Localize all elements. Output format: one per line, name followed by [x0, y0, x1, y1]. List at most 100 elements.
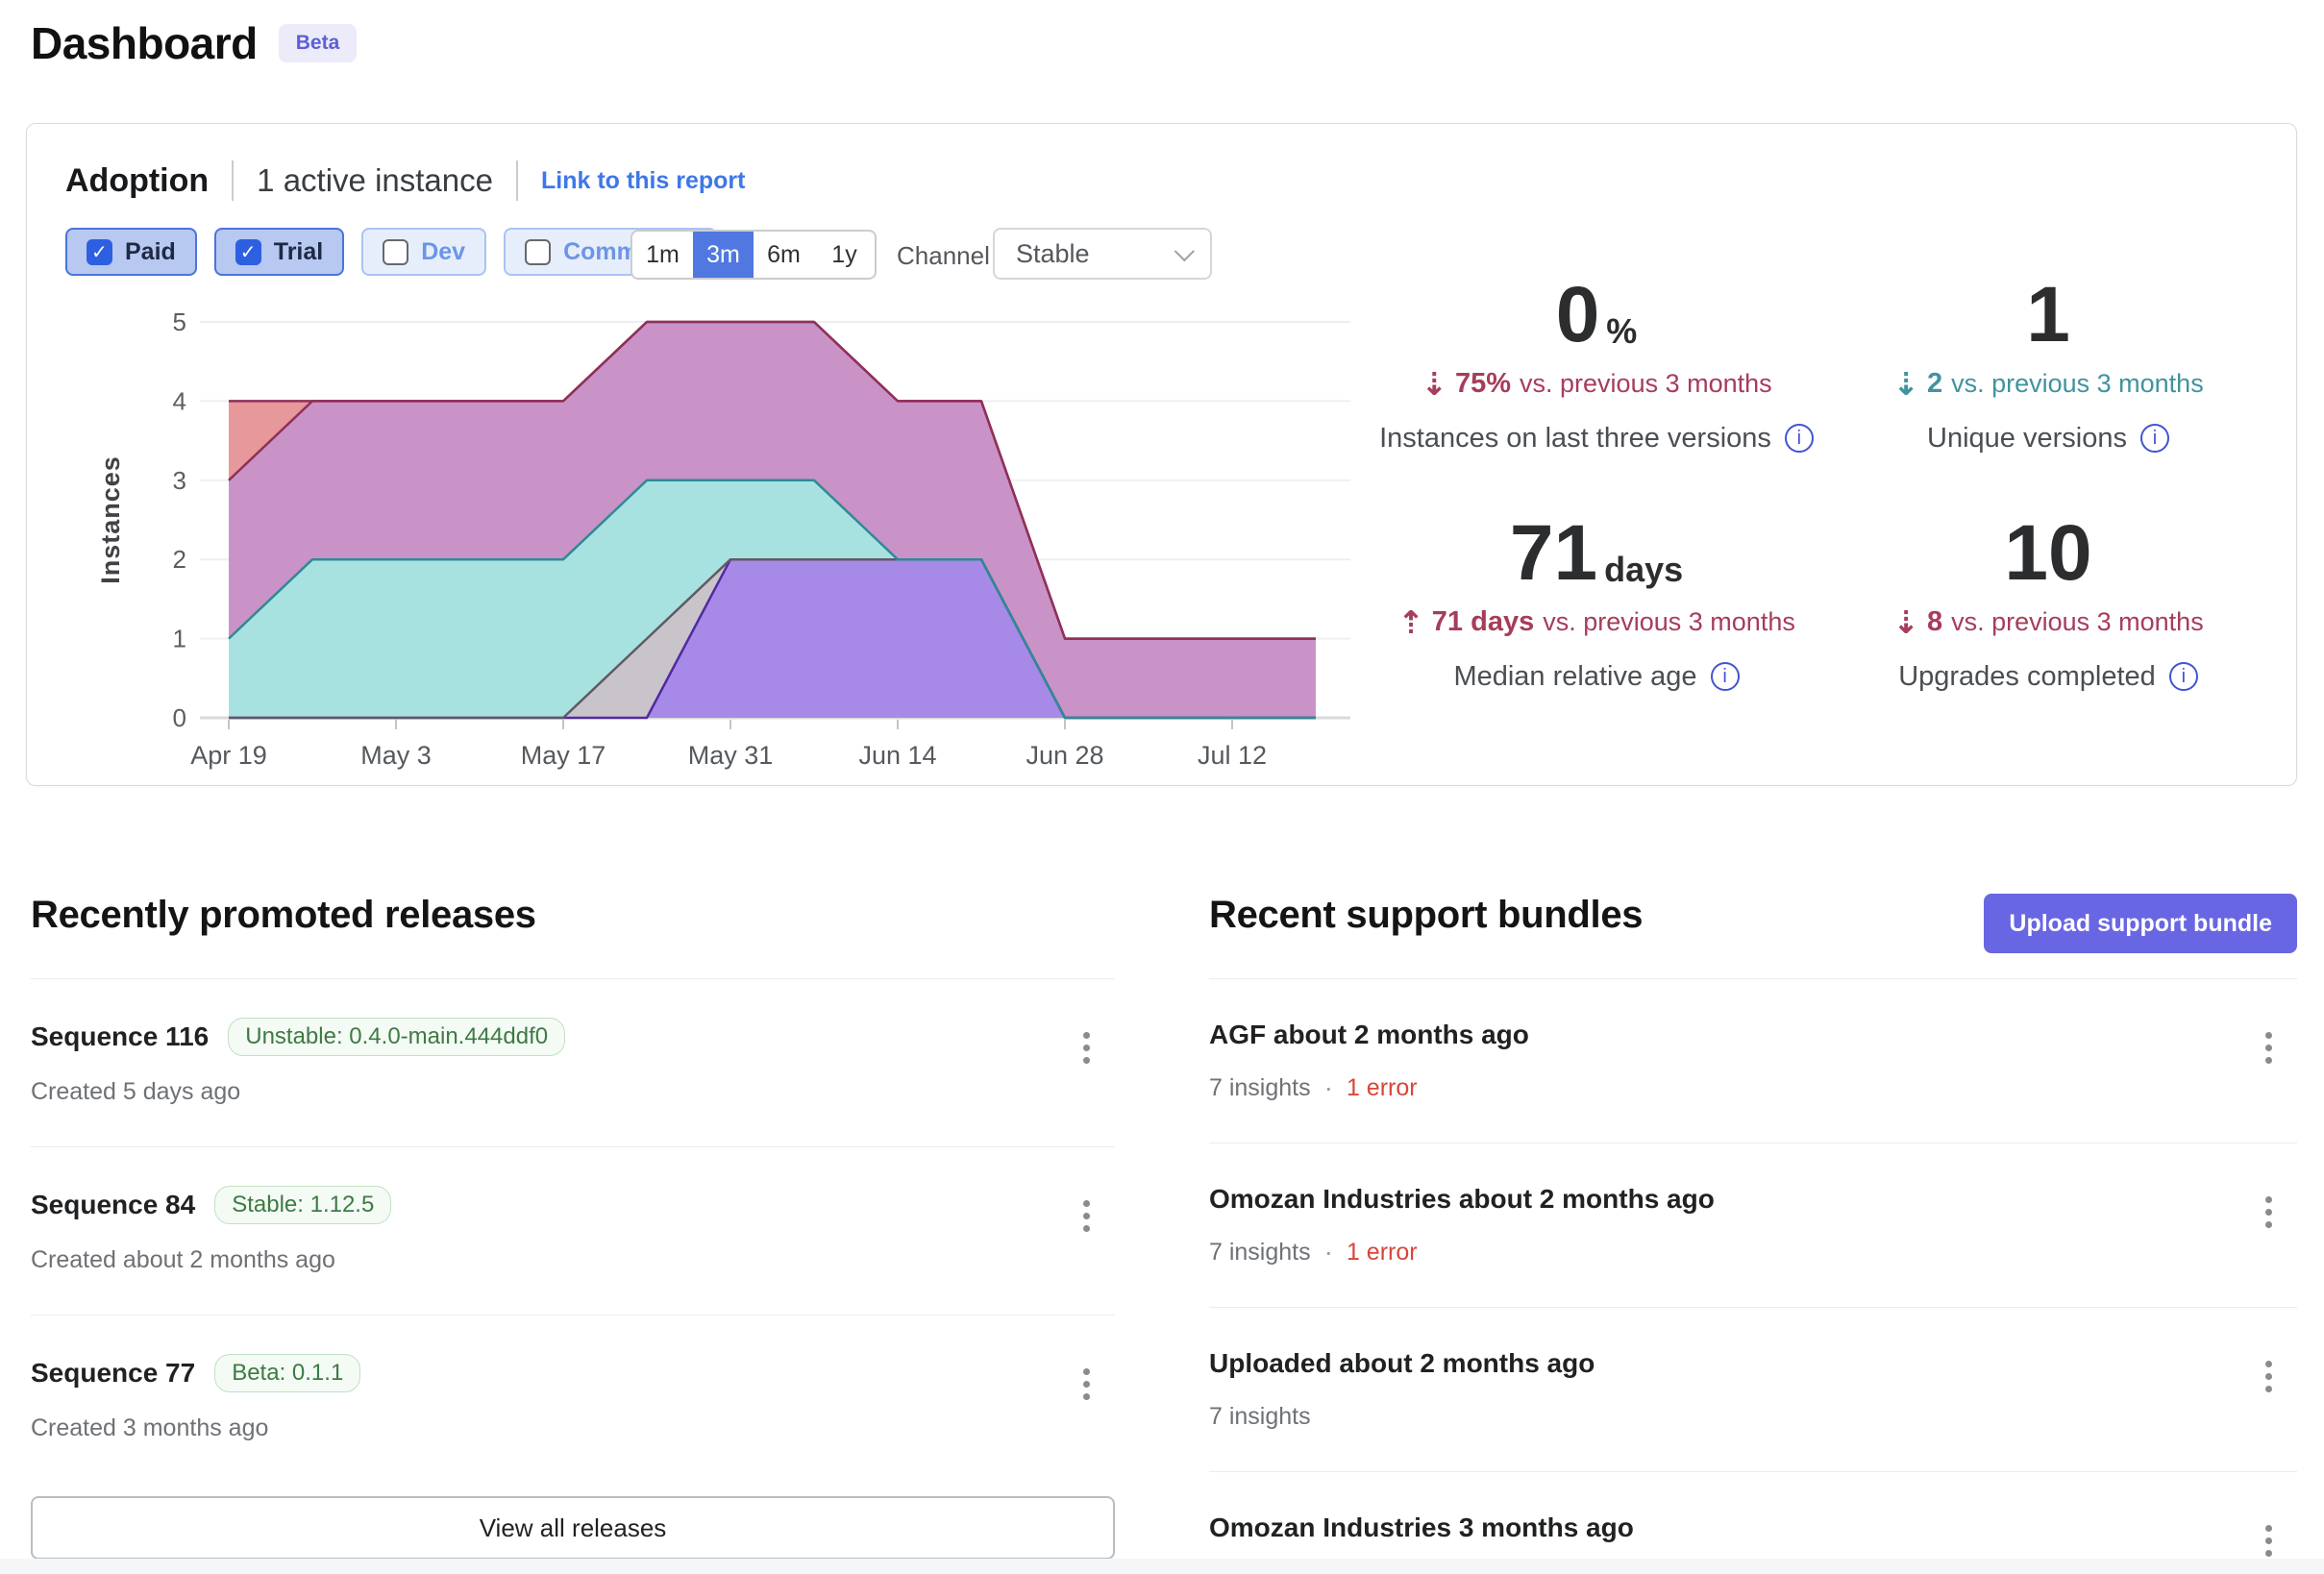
- filter-paid[interactable]: Paid: [65, 228, 197, 276]
- bundle-row[interactable]: Omozan Industries about 2 months ago 7 i…: [1209, 1143, 2297, 1307]
- info-icon[interactable]: [1710, 662, 1740, 692]
- stat-value: 1: [2026, 271, 2070, 358]
- stat-unique-versions: 1 ⇣ 2 vs. previous 3 months Unique versi…: [1822, 271, 2274, 516]
- range-3m[interactable]: 3m: [693, 232, 754, 278]
- release-created: Created 3 months ago: [31, 1414, 269, 1441]
- release-row[interactable]: Sequence 84 Stable: 1.12.5 Created about…: [31, 1146, 1115, 1315]
- link-to-report[interactable]: Link to this report: [540, 166, 746, 194]
- y-tick-label: 2: [173, 545, 186, 574]
- kebab-menu-icon[interactable]: [2249, 1513, 2287, 1568]
- support-bundles-section: Recent support bundles Upload support bu…: [1209, 894, 2297, 1574]
- releases-list: Sequence 116 Unstable: 0.4.0-main.444ddf…: [31, 978, 1115, 1483]
- bundle-row[interactable]: Uploaded about 2 months ago 7 insights: [1209, 1307, 2297, 1471]
- adoption-card: Adoption 1 active instance Link to this …: [26, 123, 2297, 786]
- release-channel-badge: Beta: 0.1.1: [214, 1354, 361, 1392]
- x-tick-label: Jun 14: [858, 741, 936, 770]
- bundle-title: Omozan Industries about 2 months ago: [1209, 1184, 1715, 1214]
- trend-value: 2: [1926, 367, 1943, 399]
- bundle-title: Uploaded about 2 months ago: [1209, 1348, 1595, 1378]
- area-version-pink: [229, 322, 1316, 718]
- bundles-heading: Recent support bundles: [1209, 894, 1644, 936]
- bundle-row[interactable]: AGF about 2 months ago 7 insights 1 erro…: [1209, 978, 2297, 1143]
- trend-value: 75%: [1454, 367, 1512, 399]
- range-6m[interactable]: 6m: [767, 240, 801, 268]
- active-instance-count: 1 active instance: [257, 162, 493, 198]
- bundle-errors: 1 error: [1346, 1074, 1418, 1101]
- channel-label: Channel: [897, 241, 990, 270]
- checkbox-dev[interactable]: [383, 238, 409, 265]
- filter-dev-label: Dev: [421, 237, 466, 265]
- release-created: Created 5 days ago: [31, 1078, 241, 1105]
- kebab-menu-icon[interactable]: [2249, 1184, 2287, 1240]
- view-all-releases-button[interactable]: View all releases: [31, 1496, 1115, 1560]
- stat-value: 71: [1509, 509, 1598, 597]
- stat-trend: ⇣ 75% vs. previous 3 months: [1421, 368, 1771, 400]
- y-tick-label: 1: [173, 625, 186, 653]
- stat-trend: ⇣ 8 vs. previous 3 months: [1892, 606, 2203, 638]
- y-axis-title: Instances: [96, 455, 125, 584]
- release-channel-badge: Stable: 1.12.5: [214, 1186, 392, 1224]
- release-name: Sequence 116: [31, 1021, 210, 1051]
- range-1y[interactable]: 1y: [831, 240, 857, 268]
- kebab-menu-icon[interactable]: [1067, 1020, 1105, 1075]
- checkbox-community[interactable]: [525, 238, 552, 265]
- channel-select[interactable]: Stable: [993, 228, 1212, 280]
- bundle-insights: 7 insights: [1209, 1239, 1311, 1266]
- filter-paid-label: Paid: [125, 237, 176, 265]
- trend-value: 71 days: [1431, 605, 1535, 637]
- trend-arrow-icon: ⇡: [1397, 603, 1424, 641]
- filter-trial-label: Trial: [273, 237, 324, 265]
- stat-instances-last-three-versions: 0 % ⇣ 75% vs. previous 3 months Instance…: [1371, 271, 1822, 516]
- page-header: Dashboard Beta: [31, 17, 358, 69]
- trend-caption: vs. previous 3 months: [1543, 606, 1795, 636]
- kebab-menu-icon[interactable]: [2249, 1348, 2287, 1404]
- info-icon[interactable]: [2139, 424, 2169, 454]
- bundle-insights: 7 insights: [1209, 1403, 1311, 1430]
- release-name: Sequence 84: [31, 1190, 196, 1219]
- filter-dev[interactable]: Dev: [361, 228, 487, 276]
- page-title: Dashboard: [31, 18, 258, 68]
- info-icon[interactable]: [1784, 424, 1814, 454]
- bundle-insights: 7 insights: [1209, 1074, 1311, 1101]
- filter-trial[interactable]: Trial: [213, 228, 345, 276]
- checkbox-paid[interactable]: [87, 238, 112, 265]
- chevron-down-icon: [1174, 240, 1195, 261]
- adoption-title: Adoption: [65, 161, 210, 199]
- kebab-menu-icon[interactable]: [1067, 1356, 1105, 1412]
- divider: [232, 160, 235, 201]
- trend-caption: vs. previous 3 months: [1520, 368, 1772, 398]
- y-tick-label: 5: [173, 307, 186, 336]
- x-tick-label: Apr 19: [190, 741, 267, 770]
- trend-arrow-icon: ⇣: [1892, 603, 1919, 641]
- range-1m[interactable]: 1m: [646, 240, 680, 268]
- upload-support-bundle-button[interactable]: Upload support bundle: [1984, 894, 2297, 953]
- stat-unit: %: [1606, 310, 1638, 351]
- trend-arrow-icon: ⇣: [1892, 364, 1919, 403]
- stat-value: 10: [2004, 509, 2092, 597]
- x-tick-label: May 31: [688, 741, 774, 770]
- y-tick-label: 4: [173, 386, 186, 415]
- releases-section: Recently promoted releases Sequence 116 …: [31, 894, 1115, 1574]
- checkbox-trial[interactable]: [235, 238, 261, 265]
- kebab-menu-icon[interactable]: [2249, 1020, 2287, 1075]
- stat-label: Median relative age: [1453, 660, 1697, 692]
- trend-value: 8: [1926, 605, 1943, 637]
- trend-caption: vs. previous 3 months: [1951, 606, 2204, 636]
- channel-select-value: Stable: [1016, 238, 1090, 268]
- info-icon[interactable]: [2168, 662, 2198, 692]
- time-range-selector: 1m 3m 6m 1y: [630, 230, 877, 280]
- x-tick-label: May 3: [360, 741, 432, 770]
- kebab-menu-icon[interactable]: [1067, 1188, 1105, 1243]
- stat-value: 0: [1555, 271, 1600, 358]
- release-row[interactable]: Sequence 77 Beta: 0.1.1 Created 3 months…: [31, 1315, 1115, 1483]
- divider: [515, 160, 518, 201]
- bottom-sections: Recently promoted releases Sequence 116 …: [31, 894, 2297, 1574]
- y-tick-label: 0: [173, 703, 186, 732]
- release-row[interactable]: Sequence 116 Unstable: 0.4.0-main.444ddf…: [31, 978, 1115, 1146]
- releases-heading: Recently promoted releases: [31, 894, 536, 936]
- stat-median-relative-age: 71 days ⇡ 71 days vs. previous 3 months …: [1371, 509, 1822, 754]
- bundle-title: AGF about 2 months ago: [1209, 1020, 1529, 1049]
- bundle-errors: 1 error: [1346, 1239, 1418, 1266]
- stat-label: Unique versions: [1927, 422, 2127, 454]
